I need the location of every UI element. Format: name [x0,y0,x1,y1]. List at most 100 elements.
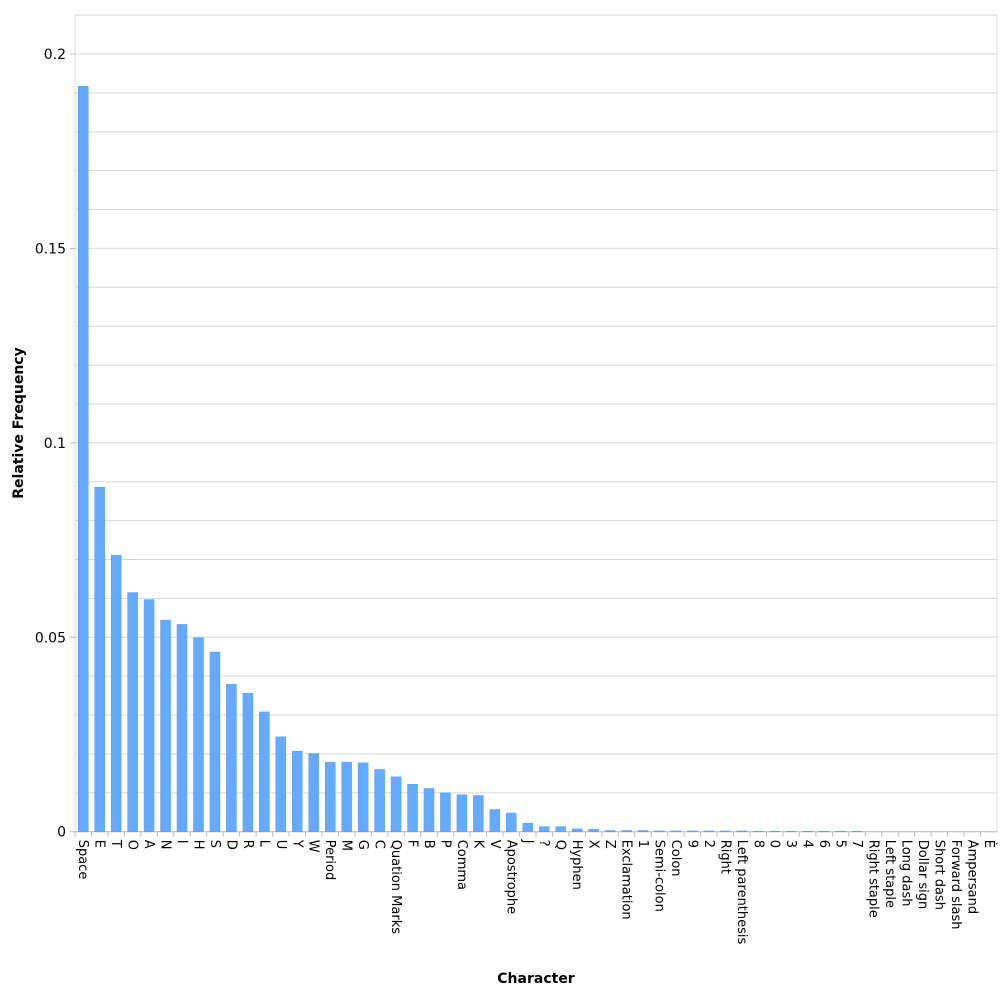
y-tick-label: 0.15 [35,241,66,257]
x-tick-label: 5 [833,840,848,848]
bar-20 [407,784,418,832]
bar-33 [621,830,632,832]
bar-31 [588,829,599,832]
x-tick-label: V [487,840,502,849]
x-tick-label: 2 [701,840,716,848]
x-tick-label: 8 [750,840,765,848]
bar-4 [143,599,155,832]
bar-22 [440,792,451,832]
x-tick-label: È [981,840,997,848]
x-tick-label: G [355,840,370,850]
bar-34 [637,830,649,832]
bar-3 [127,592,138,832]
x-tick-label: T [108,839,123,848]
x-tick-label: Dollar sign [915,840,930,910]
x-tick-label: 6 [816,840,831,848]
bar-40 [736,830,748,832]
x-tick-label: F [405,840,420,847]
bar-18 [374,769,385,832]
bar-23 [456,794,468,832]
bar-1 [94,486,105,832]
x-tick-label: 0 [767,840,782,848]
x-tick-label: Space [75,840,90,880]
bar-35 [654,830,665,832]
x-tick-label: H [190,840,205,850]
x-tick-label: J [520,839,535,844]
x-tick-label: S [207,840,222,848]
x-tick-label: Semi-colon [651,840,666,912]
bar-9 [226,684,237,832]
y-axis-ticks: 0 0.05 0.1 0.15 0.2 [35,47,75,841]
x-tick-label: K [470,840,485,849]
x-tick-label: L [256,840,271,848]
bars [77,86,863,832]
x-tick-label: W [306,840,321,853]
x-tick-label: 4 [800,840,815,848]
bar-25 [489,809,501,832]
x-tick-label: Short dash [931,840,946,910]
x-tick-label: Hyphen [569,840,584,890]
x-tick-label: B [421,840,436,849]
bar-12 [275,736,287,832]
bar-11 [259,711,270,832]
y-axis-title: Relative Frequency [11,347,27,498]
x-tick-label: D [223,840,238,850]
x-tick-label: 3 [783,840,798,848]
bar-29 [555,826,566,832]
y-tick-label: 0.05 [35,630,66,646]
bar-6 [176,624,188,832]
x-tick-label: P [437,840,452,848]
x-tick-label: Z [602,840,617,849]
x-tick-label: 9 [684,840,699,848]
bar-21 [423,788,435,832]
x-tick-label: Long dash [898,840,913,907]
x-tick-label: Forward slash [948,840,963,930]
bar-14 [308,753,319,832]
bar-16 [341,761,352,832]
x-tick-label: O [125,840,140,850]
x-axis-title: Character [497,971,575,987]
bar-19 [390,776,402,832]
bar-27 [522,822,534,832]
x-tick-label: Colon [668,840,683,877]
y-tick-label: 0 [57,825,66,841]
x-tick-label: ? [536,840,551,847]
x-tick-label: C [372,840,387,849]
bar-7 [193,637,204,832]
x-tick-label: I [174,840,189,844]
y-tick-label: 0.1 [44,436,66,452]
x-tick-label: Exclamation [619,840,634,920]
x-tick-label: Comma [454,840,469,890]
x-tick-label: A [141,840,156,849]
x-tick-label: U [273,840,288,850]
bar-30 [571,828,583,832]
x-tick-label: 7 [849,840,864,848]
bar-36 [670,830,682,832]
x-tick-label: Quation Marks [388,840,403,935]
x-axis-labels: Space E T O A N I H S D R L U Y W Period M G C Quation Mark… [74,831,997,945]
x-tick-label: Q [553,840,568,850]
bar-37 [687,830,698,832]
x-tick-label: Apostrophe [503,840,518,914]
bar-17 [357,762,369,832]
x-tick-label: Left parenthesis [734,840,749,945]
x-tick-label: X [586,840,601,849]
x-tick-label: N [158,840,173,850]
bar-26 [506,812,517,832]
x-tick-label: Y [289,839,304,848]
x-tick-label: Left staple [882,840,897,908]
x-tick-label: 1 [635,840,650,848]
bar-0 [77,86,89,832]
x-tick-label: M [339,840,354,851]
x-tick-label: Period [322,840,337,881]
bar-8 [209,651,221,832]
bar-5 [160,619,171,832]
bar-28 [538,826,550,832]
bar-24 [473,795,484,832]
bar-2 [110,554,122,832]
x-tick-label: Right [717,840,732,874]
x-tick-label: Ampersand [964,840,979,914]
bar-38 [703,830,715,832]
